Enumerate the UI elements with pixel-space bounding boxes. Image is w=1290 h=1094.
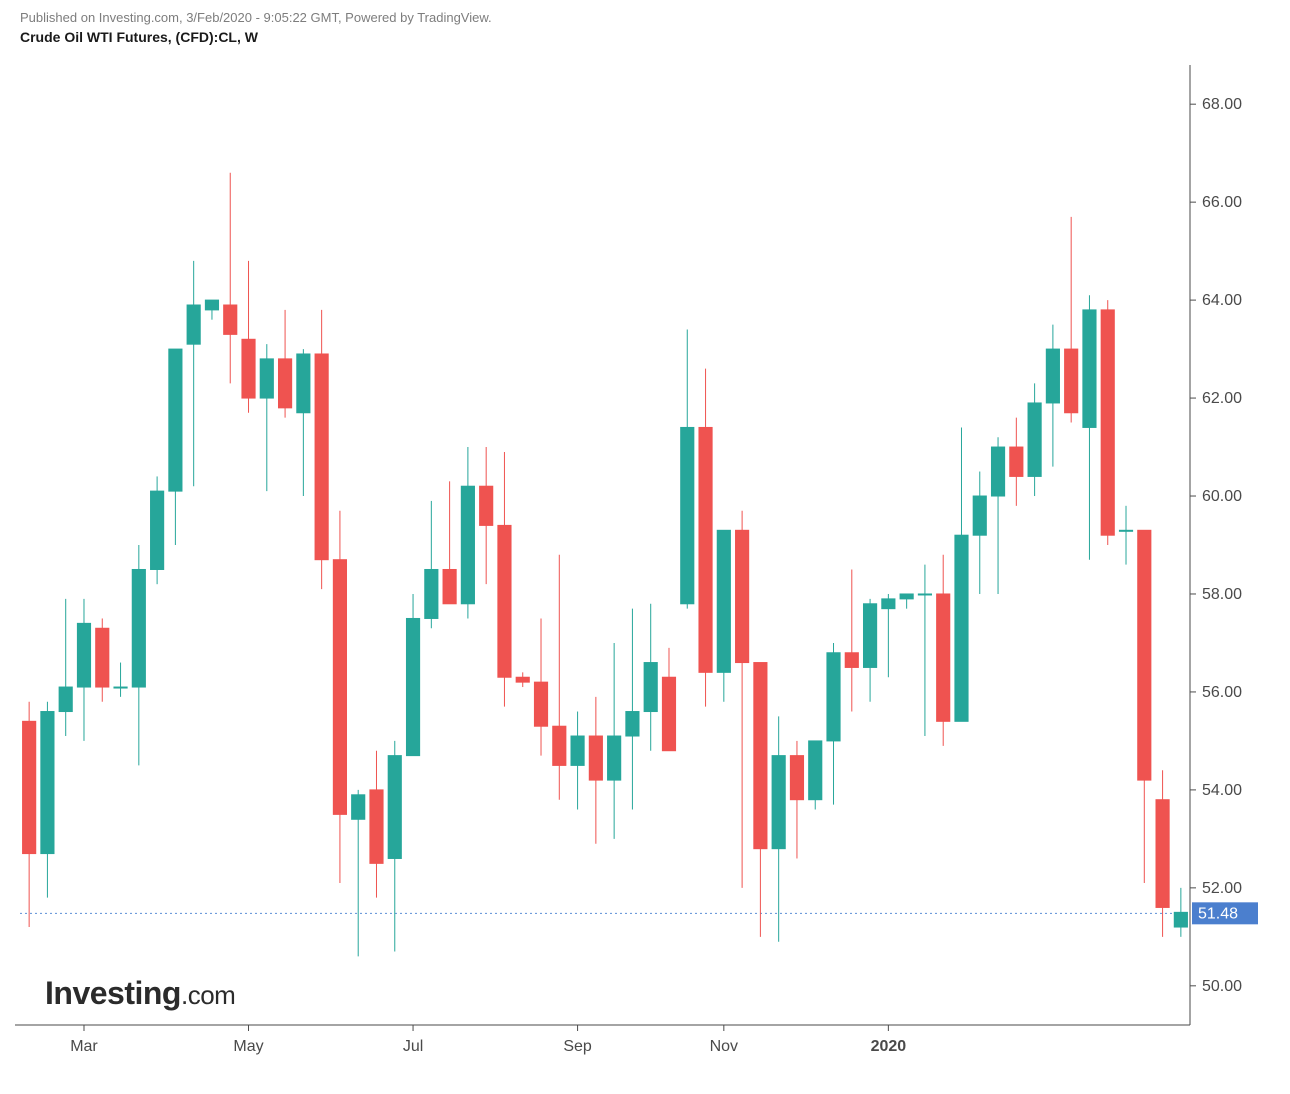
svg-text:62.00: 62.00: [1202, 390, 1242, 407]
logo-com: .com: [181, 980, 235, 1010]
svg-text:54.00: 54.00: [1202, 782, 1242, 799]
svg-text:2020: 2020: [871, 1038, 907, 1055]
svg-text:50.00: 50.00: [1202, 978, 1242, 995]
published-line: Published on Investing.com, 3/Feb/2020 -…: [20, 10, 492, 25]
svg-text:60.00: 60.00: [1202, 488, 1242, 505]
logo-main: Investing: [45, 975, 181, 1011]
svg-text:58.00: 58.00: [1202, 586, 1242, 603]
chart-svg: 50.00 52.00 54.00 56.00 58.00 60.00 62.00 64.00…: [10, 55, 1280, 1075]
svg-text:Mar: Mar: [70, 1038, 98, 1055]
chart-header: Published on Investing.com, 3/Feb/2020 -…: [20, 10, 492, 45]
svg-text:51.48: 51.48: [1198, 905, 1238, 922]
candlestick-chart[interactable]: 50.00 52.00 54.00 56.00 58.00 60.00 62.00 64.00…: [10, 55, 1280, 1075]
svg-text:52.00: 52.00: [1202, 880, 1242, 897]
svg-text:Sep: Sep: [563, 1038, 592, 1055]
svg-text:Nov: Nov: [710, 1038, 738, 1055]
svg-text:64.00: 64.00: [1202, 292, 1242, 309]
svg-text:Jul: Jul: [403, 1038, 423, 1055]
svg-text:66.00: 66.00: [1202, 194, 1242, 211]
investing-logo: Investing.com: [45, 975, 235, 1012]
svg-text:68.00: 68.00: [1202, 96, 1242, 113]
svg-text:May: May: [233, 1038, 263, 1055]
svg-text:56.00: 56.00: [1202, 684, 1242, 701]
chart-title: Crude Oil WTI Futures, (CFD):CL, W: [20, 29, 492, 45]
